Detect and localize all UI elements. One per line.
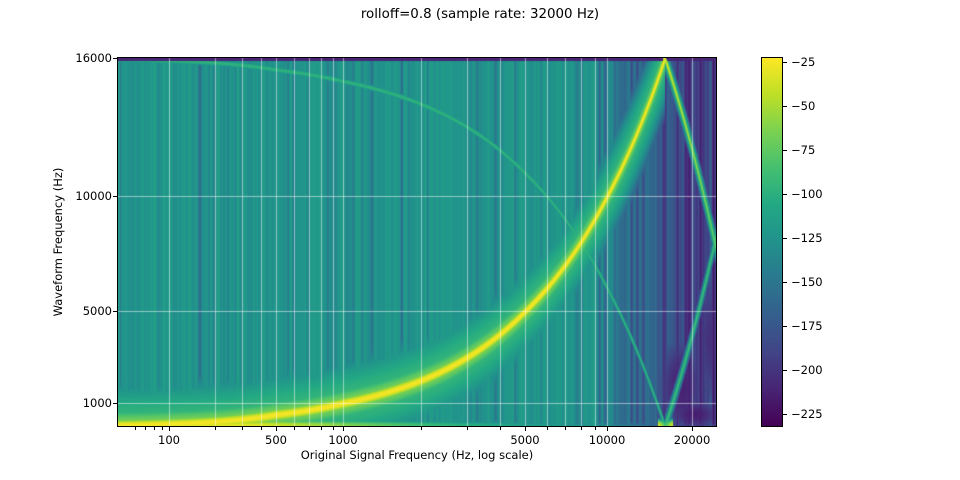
x-minor-tick — [293, 427, 295, 430]
colorbar-tick — [783, 105, 787, 107]
x-minor-tick — [332, 427, 334, 430]
x-minor-tick — [321, 427, 323, 430]
y-tick-label: 1000 — [82, 396, 112, 410]
x-axis-label: Original Signal Frequency (Hz, log scale… — [300, 448, 534, 462]
colorbar-tick — [783, 369, 787, 371]
colorbar-tick — [783, 325, 787, 327]
x-minor-tick — [308, 427, 310, 430]
x-minor-tick — [421, 427, 423, 430]
x-tick — [607, 427, 608, 431]
x-tick — [169, 427, 170, 431]
x-tick-label: 5000 — [510, 433, 540, 447]
colorbar-tick-label: −125 — [791, 230, 823, 245]
x-minor-tick — [161, 427, 163, 430]
colorbar — [761, 57, 783, 427]
colorbar-tick-label: −50 — [791, 98, 816, 113]
heatmap-plot-area — [117, 57, 717, 427]
y-tick-label: 5000 — [82, 304, 112, 318]
x-minor-tick — [215, 427, 217, 430]
x-minor-tick — [564, 427, 566, 430]
colorbar-tick — [783, 413, 787, 415]
x-tick — [343, 427, 344, 431]
colorbar-tick-label: −225 — [791, 406, 823, 421]
y-tick — [113, 196, 117, 197]
colorbar-tick — [783, 237, 787, 239]
x-tick-label: 500 — [265, 433, 287, 447]
y-tick — [113, 311, 117, 312]
x-minor-tick — [594, 427, 596, 430]
x-tick-label: 1000 — [328, 433, 358, 447]
colorbar-tick — [783, 61, 787, 63]
x-minor-tick — [145, 427, 147, 430]
x-minor-tick — [154, 427, 156, 430]
x-minor-tick — [499, 427, 501, 430]
x-tick-label: 20000 — [673, 433, 711, 447]
colorbar-tick-label: −75 — [791, 142, 816, 157]
x-tick — [276, 427, 277, 431]
x-minor-tick — [261, 427, 263, 430]
colorbar-tick-label: −175 — [791, 318, 823, 333]
spectrogram-heatmap — [118, 58, 716, 426]
x-tick-label: 100 — [158, 433, 180, 447]
x-tick — [525, 427, 526, 431]
y-tick — [113, 58, 117, 59]
y-tick — [113, 403, 117, 404]
y-tick-label: 10000 — [75, 189, 112, 203]
x-minor-tick — [580, 427, 582, 430]
x-minor-tick — [135, 427, 137, 430]
colorbar-tick-label: −25 — [791, 54, 816, 69]
colorbar-tick-label: −150 — [791, 274, 823, 289]
x-minor-tick — [546, 427, 548, 430]
colorbar-tick — [783, 281, 787, 283]
x-tick — [692, 427, 693, 431]
colorbar-tick — [783, 149, 787, 151]
x-tick-label: 10000 — [588, 433, 626, 447]
chart-title: rolloff=0.8 (sample rate: 32000 Hz) — [360, 7, 600, 22]
y-tick-label: 16000 — [75, 51, 112, 65]
colorbar-tick-label: −200 — [791, 362, 823, 377]
x-minor-tick — [242, 427, 244, 430]
x-minor-tick — [467, 427, 469, 430]
colorbar-tick-label: −100 — [791, 186, 823, 201]
colorbar-tick — [783, 193, 787, 195]
